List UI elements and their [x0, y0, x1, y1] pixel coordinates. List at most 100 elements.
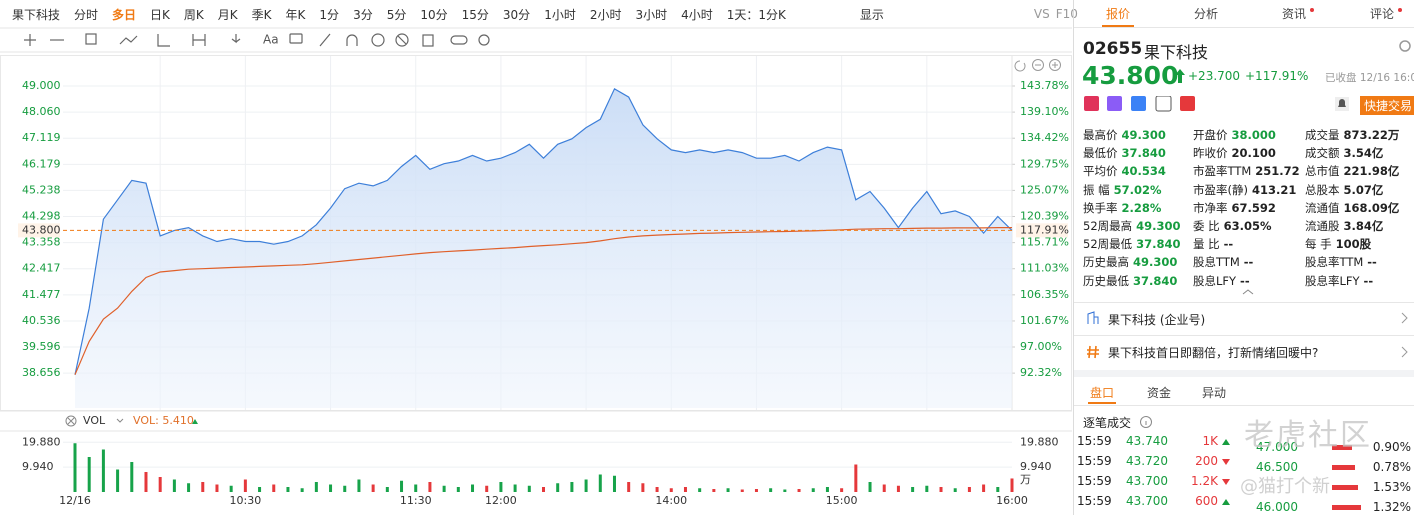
volume-bar: [158, 477, 162, 492]
book-tab[interactable]: 资金: [1147, 386, 1172, 400]
period-tab[interactable]: 季K: [251, 7, 272, 22]
period-tab[interactable]: 4小时: [681, 7, 713, 22]
period-tab[interactable]: 周K: [183, 7, 204, 22]
tab-underline: [1088, 402, 1116, 404]
book-tab[interactable]: 异动: [1202, 386, 1227, 400]
vol-close[interactable]: [65, 415, 77, 427]
book-tab[interactable]: 盘口: [1090, 386, 1115, 400]
period-tab[interactable]: 2小时: [589, 7, 622, 22]
level-price: 46.000: [1256, 500, 1298, 514]
stat-value: 3.84亿: [1343, 219, 1384, 233]
volume-bar: [456, 487, 460, 492]
quick-trade-button[interactable]: 快捷交易: [1360, 96, 1414, 115]
stat-label: 股息率LFY: [1305, 273, 1360, 288]
y2-tick-label: 139.10%: [1020, 105, 1069, 118]
collapse[interactable]: [1242, 288, 1254, 296]
panel-tab[interactable]: 评论: [1370, 7, 1395, 21]
level-pct: 1.53%: [1372, 480, 1411, 494]
display-menu[interactable]: 显示: [859, 7, 884, 22]
stat-label: 市盈率(静): [1193, 182, 1248, 197]
period-tab[interactable]: 多日: [112, 7, 137, 22]
stat-label: 最高价: [1083, 128, 1118, 142]
stat-value: --: [1367, 255, 1377, 270]
period-tab[interactable]: 15分: [461, 7, 489, 22]
period-tab[interactable]: 10分: [420, 7, 448, 22]
stat-value: 168.09亿: [1343, 200, 1400, 215]
area-fill: [75, 88, 1012, 409]
period-tab[interactable]: 1小时: [544, 7, 576, 22]
f10-button[interactable]: F10: [1055, 7, 1078, 21]
stat-cell: 每 手 100股: [1305, 236, 1371, 252]
price-change: +23.700: [1188, 69, 1241, 83]
volume-bar: [286, 487, 290, 492]
stat-cell: 总市值 221.98亿: [1305, 163, 1399, 179]
stat-cell: 股息TTM --: [1193, 254, 1253, 270]
info-icon[interactable]: [1139, 415, 1153, 429]
period-tab[interactable]: 3分: [353, 7, 373, 22]
chart-controls[interactable]: [1014, 59, 1061, 72]
stat-label: 历史最低: [1083, 273, 1129, 288]
volume-bar: [698, 488, 702, 492]
y-tick-label: 38.656: [22, 366, 61, 379]
chart-area: Aa VOL VOL: 5.410 49.000 48.060 47.119 46.1…: [0, 27, 1072, 507]
stat-label: 换手率: [1083, 200, 1118, 215]
period-tab[interactable]: 5分: [386, 7, 407, 22]
volume-bar: [726, 488, 730, 492]
stat-cell: 换手率 2.28%: [1083, 200, 1161, 216]
panel-tab[interactable]: 资讯: [1282, 7, 1307, 21]
panel-tab[interactable]: 分析: [1194, 7, 1219, 21]
trade-time: 15:59: [1077, 454, 1112, 468]
stat-label: 委 比: [1193, 219, 1220, 233]
y-tick-label: 45.238: [22, 183, 61, 196]
volume-bar: [556, 483, 560, 492]
tag-icons[interactable]: [1084, 96, 1204, 112]
period-tab[interactable]: 30分: [502, 7, 531, 22]
volume-bar: [229, 485, 233, 492]
stat-value: 37.840: [1136, 237, 1181, 252]
text-tool[interactable]: Aa: [263, 33, 279, 47]
symbol-tab[interactable]: 果下科技: [12, 7, 61, 22]
settings-icon[interactable]: [1398, 39, 1412, 53]
stat-value: 63.05%: [1223, 219, 1272, 233]
news-headline[interactable]: 果下科技首日即翻倍，打新情绪回暖中?: [1108, 346, 1319, 360]
y2-tick-label: 92.32%: [1020, 366, 1062, 379]
stat-cell: 股息率LFY --: [1305, 273, 1373, 289]
level-price: 47.000: [1256, 440, 1298, 454]
volume-bar: [428, 482, 432, 492]
company-account[interactable]: 果下科技 (企业号): [1108, 313, 1206, 327]
alert-icon[interactable]: [1335, 97, 1349, 111]
period-tab[interactable]: 日K: [150, 7, 170, 22]
y-tick-label: 46.179: [22, 157, 61, 170]
volume-bar: [882, 484, 886, 492]
trade-price: 43.740: [1126, 434, 1168, 448]
interval-select[interactable]: 1天：1分K: [726, 7, 786, 22]
volume-bar: [840, 488, 844, 492]
arrow: [1222, 439, 1230, 445]
period-tab[interactable]: 年K: [285, 7, 306, 22]
vs-button[interactable]: VS: [1033, 7, 1050, 21]
stat-cell: 委 比 63.05%: [1193, 218, 1272, 234]
period-tab[interactable]: 分时: [74, 7, 99, 22]
volume-bar: [371, 484, 375, 492]
stat-label: 市盈率TTM: [1193, 164, 1252, 179]
volume-bar: [243, 479, 247, 492]
volume-bar: [683, 487, 687, 492]
vol-caret[interactable]: [116, 418, 124, 423]
trade-direction: [1222, 479, 1230, 485]
period-tab[interactable]: 月K: [217, 7, 238, 22]
volume-bar: [612, 475, 616, 492]
volume-bar: [740, 489, 744, 492]
unit-label: 万: [1020, 473, 1031, 486]
period-tab[interactable]: 3小时: [635, 7, 668, 22]
drawing-tools[interactable]: [24, 33, 490, 47]
period-tab[interactable]: 1分: [319, 7, 340, 22]
trade-time: 15:59: [1077, 494, 1112, 508]
x-tick-label: 14:00: [655, 494, 687, 507]
divider: [1074, 302, 1414, 303]
volume-bar: [172, 479, 176, 492]
stat-label: 52周最高: [1083, 219, 1133, 233]
volume-bar: [201, 482, 205, 492]
volume-bar: [442, 485, 446, 492]
volume-bar: [868, 482, 872, 492]
panel-tab[interactable]: 报价: [1106, 7, 1131, 21]
